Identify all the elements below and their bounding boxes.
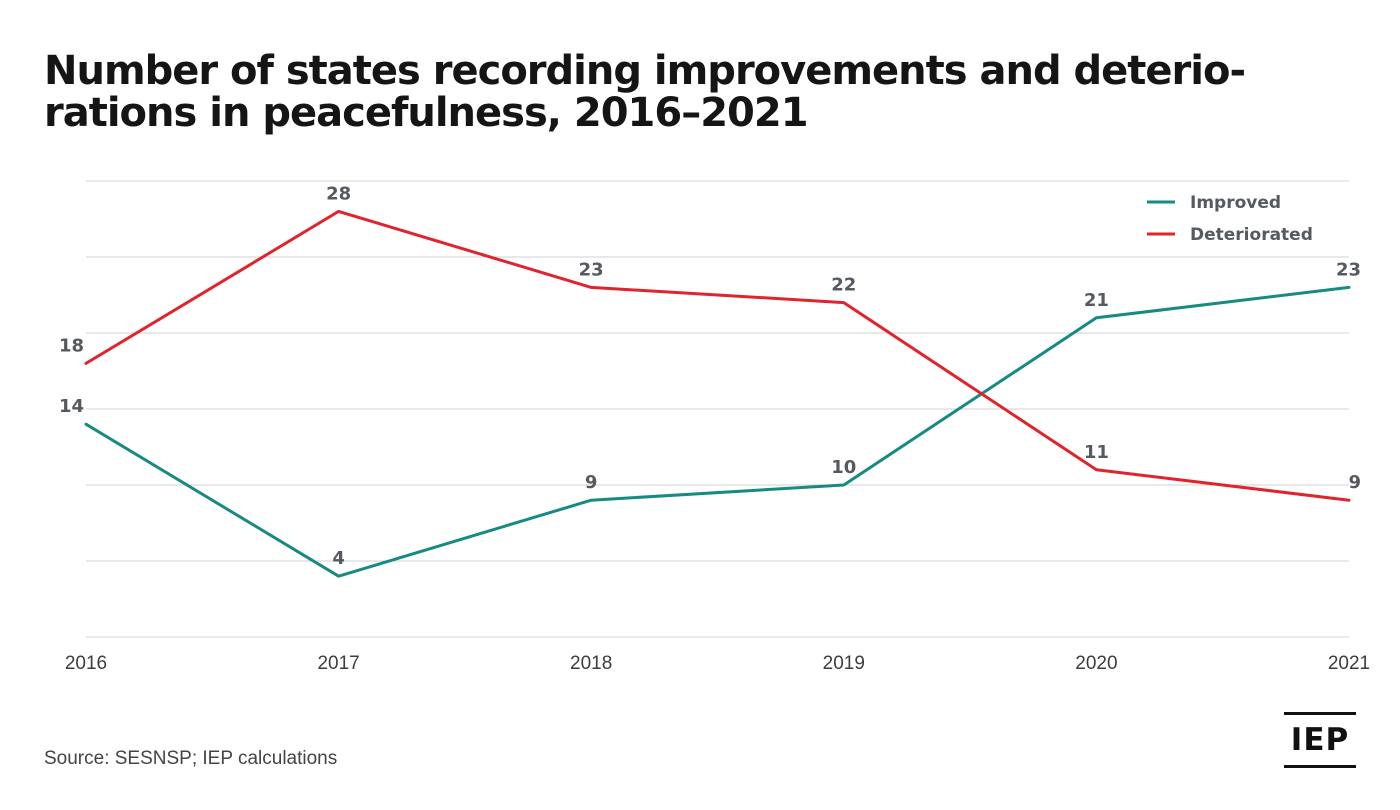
data-labels: 14 4 9 10 21 23 18 28 23 22 11 9 bbox=[59, 183, 1361, 569]
data-label-improved: 9 bbox=[585, 472, 598, 493]
data-label-deteriorated: 18 bbox=[59, 335, 84, 356]
chart-title-line-1: Number of states recording improvements … bbox=[44, 48, 1246, 94]
data-label-deteriorated: 23 bbox=[579, 259, 604, 280]
data-label-improved: 14 bbox=[59, 396, 84, 417]
iep-logo: IEP bbox=[1284, 712, 1356, 768]
legend: Improved Deteriorated bbox=[1147, 193, 1313, 245]
data-label-improved: 23 bbox=[1336, 259, 1361, 280]
gridlines bbox=[86, 180, 1349, 638]
x-axis-tick-labels: 2016 2017 2018 2019 2020 2021 bbox=[65, 653, 1370, 674]
chart-title-line-2: rations in peacefulness, 2016–2021 bbox=[44, 90, 809, 136]
data-label-deteriorated: 9 bbox=[1348, 472, 1361, 493]
chart-title: Number of states recording improvements … bbox=[44, 50, 1364, 134]
series-line-improved bbox=[84, 285, 1351, 578]
data-label-deteriorated: 22 bbox=[831, 275, 856, 296]
data-label-deteriorated: 11 bbox=[1084, 442, 1109, 463]
x-tick-label: 2018 bbox=[570, 653, 612, 674]
data-label-improved: 4 bbox=[332, 548, 345, 569]
data-label-deteriorated: 28 bbox=[326, 183, 351, 204]
legend-label-improved: Improved bbox=[1190, 193, 1281, 213]
data-label-improved: 10 bbox=[831, 457, 856, 478]
series-line-deteriorated bbox=[84, 209, 1351, 502]
data-label-improved: 21 bbox=[1084, 290, 1109, 311]
x-tick-label: 2020 bbox=[1075, 653, 1117, 674]
source-note: Source: SESNSP; IEP calculations bbox=[44, 748, 338, 769]
iep-logo-text: IEP bbox=[1290, 721, 1350, 758]
x-tick-label: 2019 bbox=[823, 653, 865, 674]
x-tick-label: 2016 bbox=[65, 653, 107, 674]
x-tick-label: 2021 bbox=[1328, 653, 1370, 674]
series-lines bbox=[84, 209, 1351, 578]
legend-label-deteriorated: Deteriorated bbox=[1190, 225, 1313, 245]
x-tick-label: 2017 bbox=[317, 653, 359, 674]
